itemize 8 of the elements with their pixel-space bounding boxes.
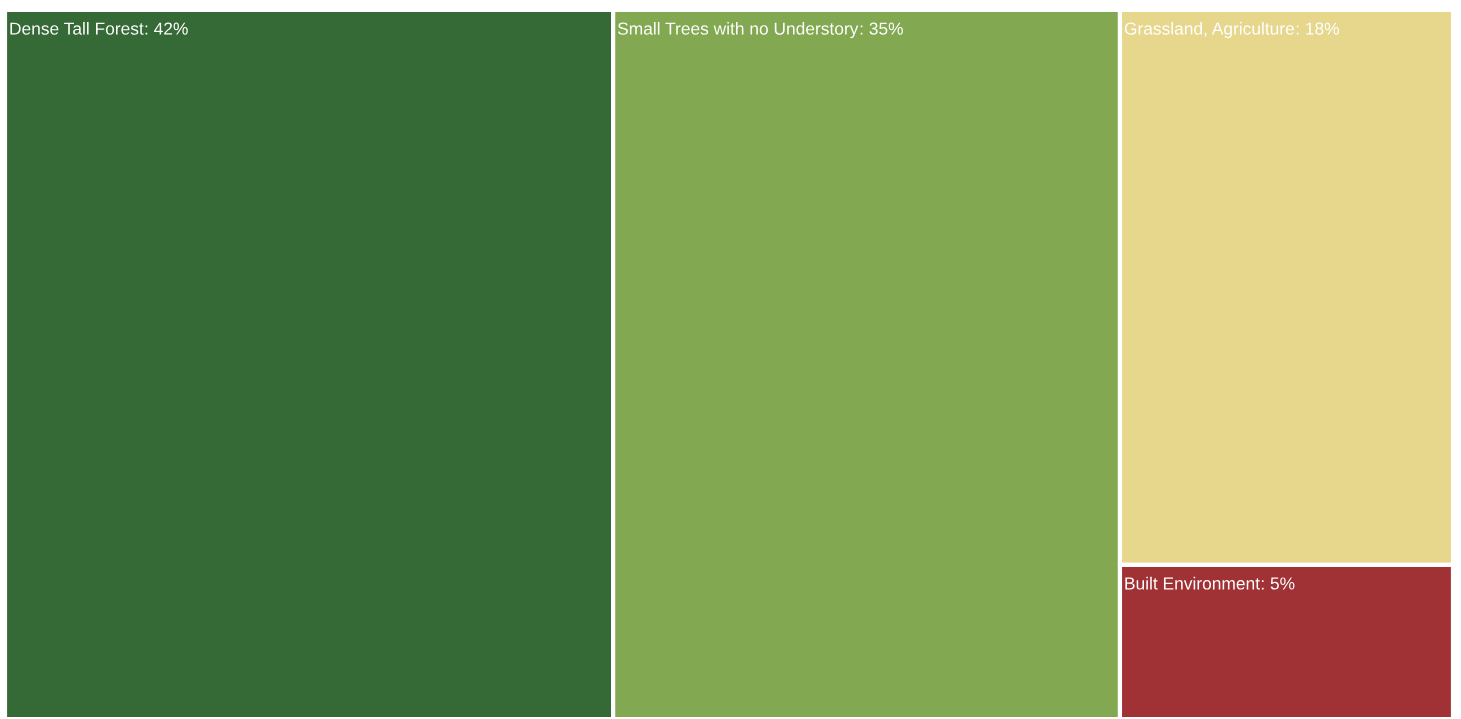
- category-label: Built Environment: [1125, 576, 1260, 590]
- data-label: : 18%: [1296, 22, 1339, 35]
- data-label: : 35%: [860, 22, 903, 35]
- data-label: : 5%: [1261, 577, 1295, 590]
- category-label: Grassland, Agriculture: [1124, 22, 1294, 39]
- category-label: Small Trees with no Understory: [617, 22, 859, 39]
- data-label: : 42%: [145, 22, 188, 35]
- category-label: Dense Tall Forest: [10, 22, 144, 35]
